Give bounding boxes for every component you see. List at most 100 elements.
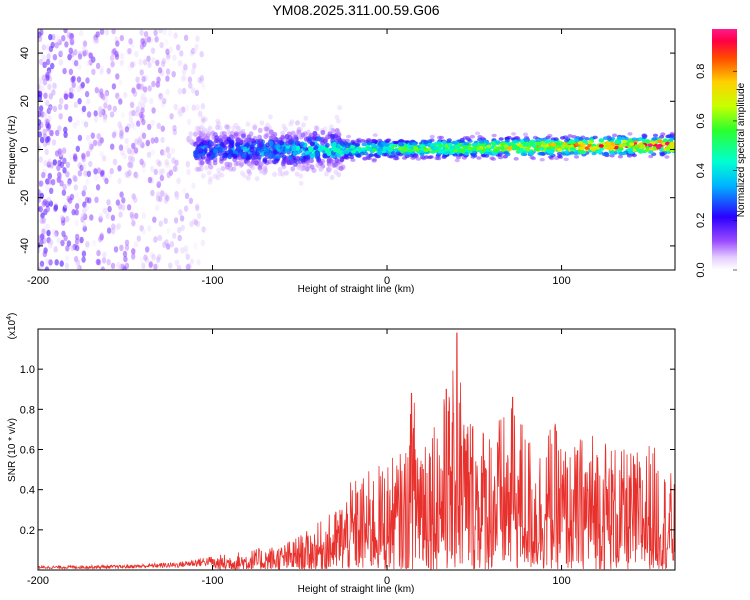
spectrogram-cell [185,161,191,168]
spectrogram-cell [143,96,149,103]
spectrogram-cell [126,204,132,211]
spectrogram-cell [371,148,377,152]
spectrogram-cell [582,139,588,144]
spectrogram-cell [128,155,133,162]
spectrogram-x-tick-label: -100 [202,275,224,287]
spectrogram-cell [99,29,105,35]
spectrogram-cell [121,204,126,211]
spectrogram-cell [136,120,141,127]
spectrogram-cell [308,146,313,152]
spectrogram-cell [660,132,666,136]
spectrogram-cell [144,256,149,264]
spectrogram-cell [43,223,48,230]
spectrogram-cell [202,127,207,133]
spectrogram-cell [191,104,196,111]
spectrogram-cell [166,151,172,159]
spectrogram-cell [471,142,477,147]
colorbar-tick-label: 0.6 [695,113,707,128]
spectrogram-cell [193,131,198,137]
spectrogram-cell [113,129,118,137]
spectrogram-cell [165,68,171,75]
spectrogram-cell [159,41,164,49]
spectrogram-cell [327,164,333,170]
spectrogram-cell [84,243,90,250]
spectrogram-cell [102,207,108,214]
colorbar [712,29,737,270]
spectrogram-cell [45,121,50,129]
spectrogram-cell [62,183,67,191]
spectrogram-cell [411,142,417,146]
spectrogram-cell [111,223,116,230]
spectrogram-cell [41,54,46,61]
spectrogram-cell [354,147,360,152]
spectrogram-cell [119,34,125,42]
spectrogram-cell [99,150,104,158]
spectrogram-cell [259,120,265,126]
spectrogram-cell [152,216,157,223]
spectrogram-cell [38,58,44,66]
spectrogram-cell [226,137,232,143]
spectrogram-cell [85,178,90,186]
spectrogram-cell [124,137,129,145]
spectrogram-cell [58,50,63,58]
spectrogram-cell [156,122,161,129]
spectrogram-cell [245,121,251,127]
spectrogram-cell [571,135,577,139]
spectrogram-cell [153,263,158,270]
spectrogram-cell [200,115,205,122]
spectrogram-cell [50,179,56,186]
spectrogram-cell [455,155,462,160]
spectrogram-cell [350,139,356,144]
spectrogram-cell [232,153,238,159]
spectrogram-cell [276,153,281,159]
spectrogram-cell [617,154,624,159]
spectrogram-cell [83,170,88,177]
spectrogram-cell [484,151,490,156]
spectrogram-cell [258,168,264,174]
spectrogram-x-tick-label: -200 [27,275,49,287]
spectrogram-cell [188,197,194,204]
spectrogram-cell [177,177,182,184]
spectrogram-cell [153,236,158,243]
spectrogram-cell [143,31,149,38]
spectrogram-cell [239,161,245,167]
spectrogram-cell [44,184,50,191]
spectrogram-cell [107,205,112,213]
spectrogram-cell [139,85,144,92]
spectrogram-cell [333,133,339,139]
spectrogram-cell [213,148,218,154]
spectrogram-cell [206,160,212,166]
spectrogram-cell [616,136,623,140]
spectrogram-cell [183,248,189,255]
spectrogram-cell [38,105,44,112]
spectrogram-cell [289,159,295,165]
spectrogram-cell [48,45,54,52]
spectrogram-x-tick-label: 100 [552,275,570,287]
spectrogram-cell [93,174,99,181]
spectrogram-cell [301,164,307,170]
spectrogram-cell [438,143,444,148]
spectrogram-cell [312,131,318,137]
spectrogram-cell [38,247,41,254]
spectrogram-cell [280,130,285,136]
snr-x-tick-label: -200 [27,575,49,587]
spectrogram-cell [621,143,627,147]
spectrogram-cell [44,148,49,156]
spectrogram-cell [118,125,124,132]
spectrogram-cell [57,159,62,167]
spectrogram-cell [372,133,378,137]
spectrogram-cell [117,165,122,172]
spectrogram-cell [299,141,305,147]
spectrogram-cell [175,191,180,198]
spectrogram-cell [544,140,550,144]
spectrogram-cell [62,157,67,164]
spectrogram-cell [304,166,310,172]
spectrogram-cell [103,97,109,104]
spectrogram-cell [182,187,187,195]
spectrogram-cell [53,204,59,211]
spectrogram-cell [309,153,315,159]
spectrogram-cell [39,266,45,270]
spectrogram-cell [215,118,221,124]
spectrogram-cell [46,161,51,168]
spectrogram-cell [163,217,168,225]
